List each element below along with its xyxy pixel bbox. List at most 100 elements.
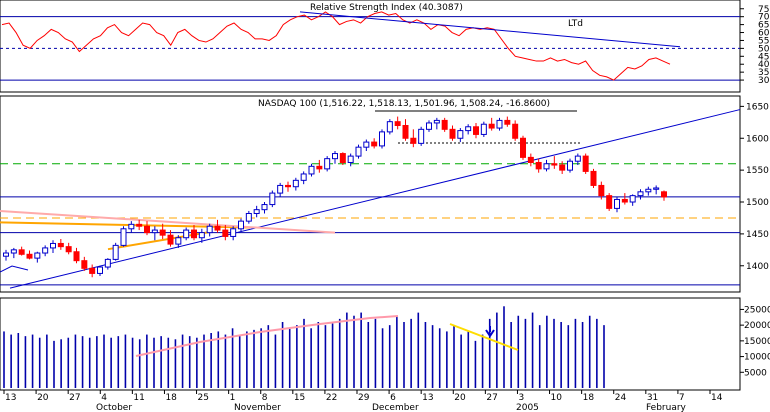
candle-body	[245, 212, 252, 222]
x-tick-label: 18	[583, 393, 595, 403]
candle-body	[159, 229, 166, 236]
x-tick-label: 1	[230, 393, 236, 403]
candle-body	[590, 170, 597, 186]
candle-body	[371, 141, 378, 147]
rsi-tick-label: 40	[758, 60, 770, 70]
candle-body	[551, 163, 558, 166]
candle-body	[567, 160, 573, 171]
x-tick-label: 13	[5, 393, 16, 403]
candle-body	[167, 234, 174, 245]
candle-body	[441, 119, 448, 130]
candle-body	[50, 242, 56, 249]
candle-body	[206, 225, 213, 234]
x-tick-label: 13	[422, 393, 433, 403]
candle-body	[3, 252, 9, 257]
x-tick-label: 25	[198, 393, 209, 403]
candle-body	[104, 258, 111, 268]
candle-body	[386, 121, 393, 133]
candle-body	[42, 247, 49, 254]
x-tick-label: 4	[101, 393, 107, 403]
candle-body	[73, 251, 80, 262]
candle-body	[339, 153, 346, 163]
volume-moving-average	[135, 315, 399, 357]
price-trendline	[0, 209, 336, 234]
price-tick-label: 1400	[746, 262, 769, 272]
candle-body	[332, 153, 338, 160]
candle-body	[81, 260, 88, 269]
rsi-tick-label: 35	[758, 68, 769, 78]
candle-body	[57, 242, 64, 248]
candle-body	[277, 184, 284, 194]
candle-body	[355, 146, 362, 157]
candle-body	[473, 126, 479, 135]
candle-body	[614, 198, 620, 209]
rsi-trendline	[299, 11, 681, 48]
x-month-label: February	[646, 403, 687, 412]
candle-body	[488, 123, 495, 129]
candle-body	[402, 125, 409, 139]
candle-body	[198, 232, 205, 239]
candle-body	[520, 137, 526, 158]
rsi-tick-label: 65	[758, 21, 769, 31]
rsi-tick-label: 60	[758, 29, 770, 39]
rsi-ltd-label: LTd	[568, 19, 583, 29]
price-panel: NASDAQ 100 (1,516.22, 1,518.13, 1,501.96…	[0, 95, 769, 293]
candle-body	[238, 220, 244, 230]
candle-body	[426, 122, 432, 130]
rsi-series-line	[1, 11, 671, 81]
x-tick-label: 10	[551, 393, 563, 403]
price-tick-label: 1450	[746, 230, 769, 240]
volume-tick-label: 25000	[744, 305, 770, 315]
candle-body	[112, 244, 119, 260]
candle-body	[292, 179, 299, 188]
rsi-tick-label: 75	[758, 5, 769, 15]
candle-body	[394, 121, 401, 127]
candle-body	[308, 165, 315, 175]
candle-body	[261, 204, 268, 211]
x-month-label: November	[234, 403, 281, 412]
candle-body	[191, 229, 197, 239]
price-trendline	[9, 109, 741, 289]
rsi-tick-label: 55	[758, 36, 769, 46]
candle-body	[151, 229, 158, 234]
rsi-tick-label: 50	[758, 44, 770, 54]
candle-body	[379, 131, 385, 147]
candle-body	[269, 192, 276, 206]
price-y-axis: 1400 1450 1500 1550 1600 1650	[740, 102, 769, 272]
x-tick-label: 15	[294, 393, 305, 403]
x-month-label: October	[96, 403, 132, 412]
x-tick-label: 18	[165, 393, 177, 403]
candle-body	[418, 128, 425, 144]
candle-body	[527, 156, 534, 163]
candle-body	[89, 267, 96, 274]
candle-body	[410, 137, 417, 144]
candle-body	[645, 188, 652, 193]
candle-body	[512, 123, 519, 139]
volume-panel: 5000 10000 15000 20000 25000	[0, 297, 770, 391]
volume-y-axis: 5000 10000 15000 20000 25000	[740, 305, 770, 378]
candle-body	[653, 187, 660, 190]
x-tick-label: 14	[711, 393, 723, 403]
candle-body	[582, 155, 589, 172]
price-left-trend-fragment	[0, 265, 29, 273]
price-tick-label: 1550	[746, 166, 769, 176]
price-tick-label: 1650	[746, 102, 769, 112]
price-title: NASDAQ 100 (1,516.22, 1,518.13, 1,501.96…	[258, 99, 550, 109]
x-tick-label: 27	[486, 393, 497, 403]
candle-body	[465, 126, 472, 132]
candle-body	[559, 164, 566, 171]
rsi-title: Relative Strength Index (40.3087)	[310, 3, 463, 13]
candle-body	[175, 237, 182, 245]
candle-body	[128, 223, 135, 230]
candle-body	[97, 266, 103, 274]
volume-bars	[3, 306, 605, 388]
candle-body	[480, 123, 487, 135]
candle-body	[34, 252, 41, 259]
x-tick-label: 6	[390, 393, 396, 403]
volume-trendline	[449, 323, 519, 351]
x-tick-label: 20	[37, 393, 49, 403]
volume-tick-label: 5000	[744, 368, 767, 378]
candle-body	[347, 155, 354, 163]
